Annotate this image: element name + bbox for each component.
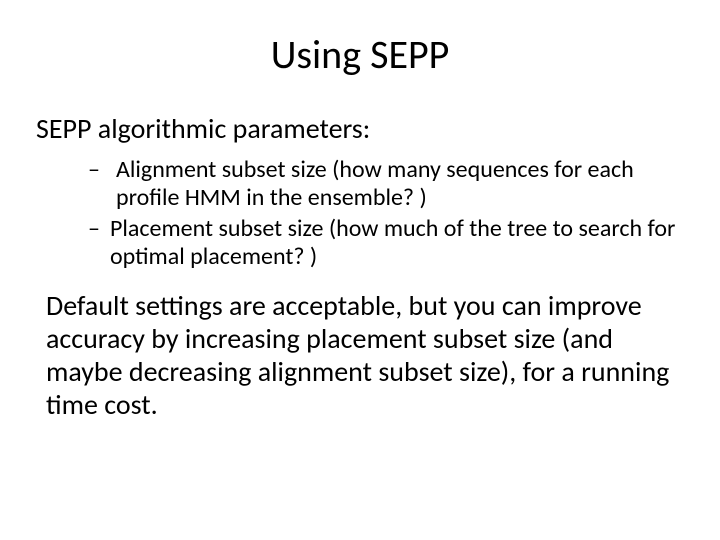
- list-item: Alignment subset size (how many sequence…: [88, 156, 680, 213]
- bullet-list: Alignment subset size (how many sequence…: [88, 156, 680, 271]
- body-paragraph: Default settings are acceptable, but you…: [46, 289, 670, 421]
- subheading: SEPP algorithmic parameters:: [36, 111, 680, 146]
- list-item: Placement subset size (how much of the t…: [88, 215, 680, 272]
- slide: Using SEPP SEPP algorithmic parameters: …: [0, 0, 720, 540]
- page-title: Using SEPP: [40, 30, 680, 79]
